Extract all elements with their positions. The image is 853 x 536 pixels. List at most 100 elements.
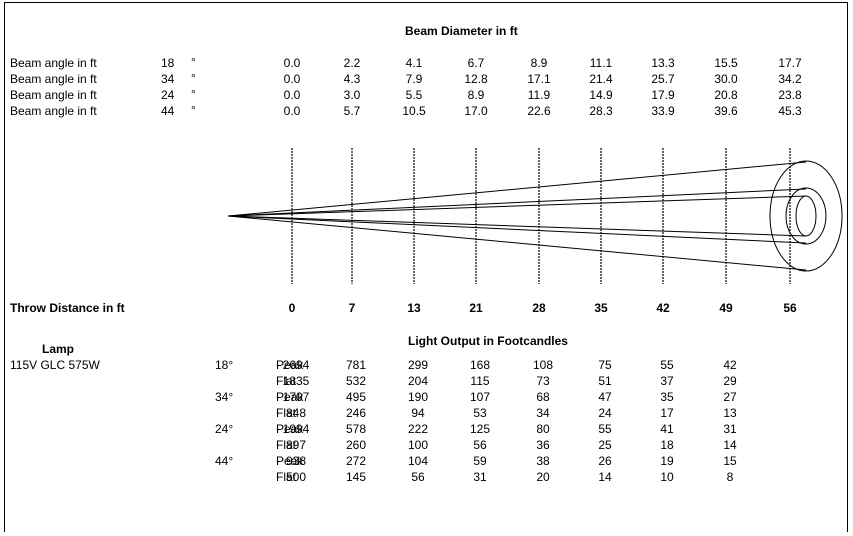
lamp-header: Lamp	[42, 342, 75, 356]
beam-row-label: Beam angle in ft	[10, 72, 97, 86]
output-type: Peak	[276, 390, 304, 404]
footcandle-value: 80	[536, 422, 550, 436]
beam-diameter-value: 5.5	[405, 88, 423, 102]
beam-diameter-value: 45.3	[778, 104, 802, 118]
output-type: Peak	[276, 358, 304, 372]
beam-diameter-value: 11.1	[589, 56, 613, 70]
beam-edge-line	[227, 161, 807, 217]
beam-diameter-value: 30.0	[714, 72, 738, 86]
light-output-title: Light Output in Footcandles	[408, 334, 568, 348]
beam-diameter-value: 0.0	[283, 56, 301, 70]
output-type: Flat	[276, 406, 297, 420]
footcandle-value: 27	[723, 390, 737, 404]
beam-diameter-value: 17.7	[778, 56, 802, 70]
footcandle-value: 19	[660, 454, 674, 468]
beam-diameter-value: 13.3	[651, 56, 675, 70]
footcandle-value: 532	[345, 374, 367, 388]
footcandle-value: 31	[723, 422, 737, 436]
footcandle-value: 495	[345, 390, 367, 404]
throw-distance-label: Throw Distance in ft	[10, 301, 125, 315]
footcandle-value: 56	[473, 438, 487, 452]
output-angle: 34°	[215, 390, 234, 404]
footcandle-value: 125	[469, 422, 491, 436]
beam-edge-line	[227, 215, 807, 237]
beam-edge-line	[227, 215, 807, 271]
beam-diameter-value: 8.9	[467, 88, 485, 102]
degree-symbol: °	[191, 71, 196, 85]
footcandle-value: 100	[407, 438, 429, 452]
beam-diameter-value: 23.8	[778, 88, 802, 102]
footcandle-value: 299	[407, 358, 429, 372]
footcandle-value: 108	[532, 358, 554, 372]
footcandle-value: 29	[723, 374, 737, 388]
footcandle-value: 578	[345, 422, 367, 436]
footcandle-value: 73	[536, 374, 550, 388]
beam-diameter-value: 7.9	[405, 72, 423, 86]
footcandle-value: 42	[723, 358, 737, 372]
footcandle-value: 272	[345, 454, 367, 468]
footcandle-value: 222	[407, 422, 429, 436]
output-angle: 44°	[215, 454, 234, 468]
footcandle-value: 18	[660, 438, 674, 452]
footcandle-value: 500	[285, 470, 307, 484]
beam-edge-line	[227, 195, 807, 217]
footcandle-value: 20	[536, 470, 550, 484]
beam-diameter-value: 28.3	[589, 104, 613, 118]
footcandle-value: 17	[660, 406, 674, 420]
footcandle-value: 36	[536, 438, 550, 452]
beam-diameter-value: 5.7	[343, 104, 361, 118]
footcandle-value: 115	[470, 374, 490, 388]
throw-distance-value: 42	[656, 301, 670, 315]
footcandle-value: 897	[285, 438, 307, 452]
footcandle-value: 104	[407, 454, 429, 468]
beam-diameter-value: 17.9	[651, 88, 675, 102]
degree-symbol: °	[191, 55, 196, 69]
lamp-name: 115V GLC 575W	[10, 358, 100, 372]
throw-distance-value: 49	[719, 301, 733, 315]
footcandle-value: 14	[723, 438, 737, 452]
footcandle-value: 35	[660, 390, 674, 404]
beam-cross-section-inner	[795, 195, 817, 237]
throw-distance-value: 0	[288, 301, 296, 315]
footcandle-value: 1994	[282, 422, 310, 436]
footcandle-value: 10	[660, 470, 674, 484]
beam-cross-section-outer	[769, 160, 843, 272]
footcandle-value: 24	[598, 406, 612, 420]
footcandle-value: 41	[660, 422, 674, 436]
footcandle-value: 204	[407, 374, 429, 388]
footcandle-value: 38	[536, 454, 550, 468]
beam-row-angle: 34	[161, 72, 175, 86]
output-angle: 24°	[215, 422, 234, 436]
footcandle-value: 246	[345, 406, 367, 420]
footcandle-value: 938	[285, 454, 307, 468]
throw-distance-value: 35	[594, 301, 608, 315]
footcandle-value: 56	[411, 470, 425, 484]
footcandle-value: 51	[598, 374, 612, 388]
beam-diameter-value: 12.8	[464, 72, 488, 86]
beam-diameter-value: 0.0	[283, 104, 301, 118]
footcandle-value: 2694	[282, 358, 310, 372]
beam-diameter-title: Beam Diameter in ft	[405, 24, 518, 38]
throw-distance-value: 56	[783, 301, 797, 315]
beam-diameter-value: 39.6	[714, 104, 738, 118]
throw-distance-value: 7	[348, 301, 356, 315]
footcandle-value: 75	[598, 358, 612, 372]
throw-distance-value: 28	[532, 301, 546, 315]
throw-distance-value: 21	[469, 301, 483, 315]
beam-diameter-value: 14.9	[589, 88, 613, 102]
beam-diameter-value: 3.0	[343, 88, 361, 102]
footcandle-value: 107	[469, 390, 491, 404]
degree-symbol: °	[191, 87, 196, 101]
beam-diameter-value: 2.2	[343, 56, 361, 70]
beam-diameter-value: 4.1	[405, 56, 423, 70]
beam-diameter-value: 10.5	[402, 104, 426, 118]
beam-diameter-value: 0.0	[283, 72, 301, 86]
beam-row-label: Beam angle in ft	[10, 88, 97, 102]
footcandle-value: 1835	[282, 374, 310, 388]
output-type: Peak	[276, 454, 304, 468]
beam-row-label: Beam angle in ft	[10, 104, 97, 118]
footcandle-value: 31	[473, 470, 487, 484]
beam-cross-section-middle	[785, 187, 827, 245]
beam-row-angle: 18	[161, 56, 175, 70]
